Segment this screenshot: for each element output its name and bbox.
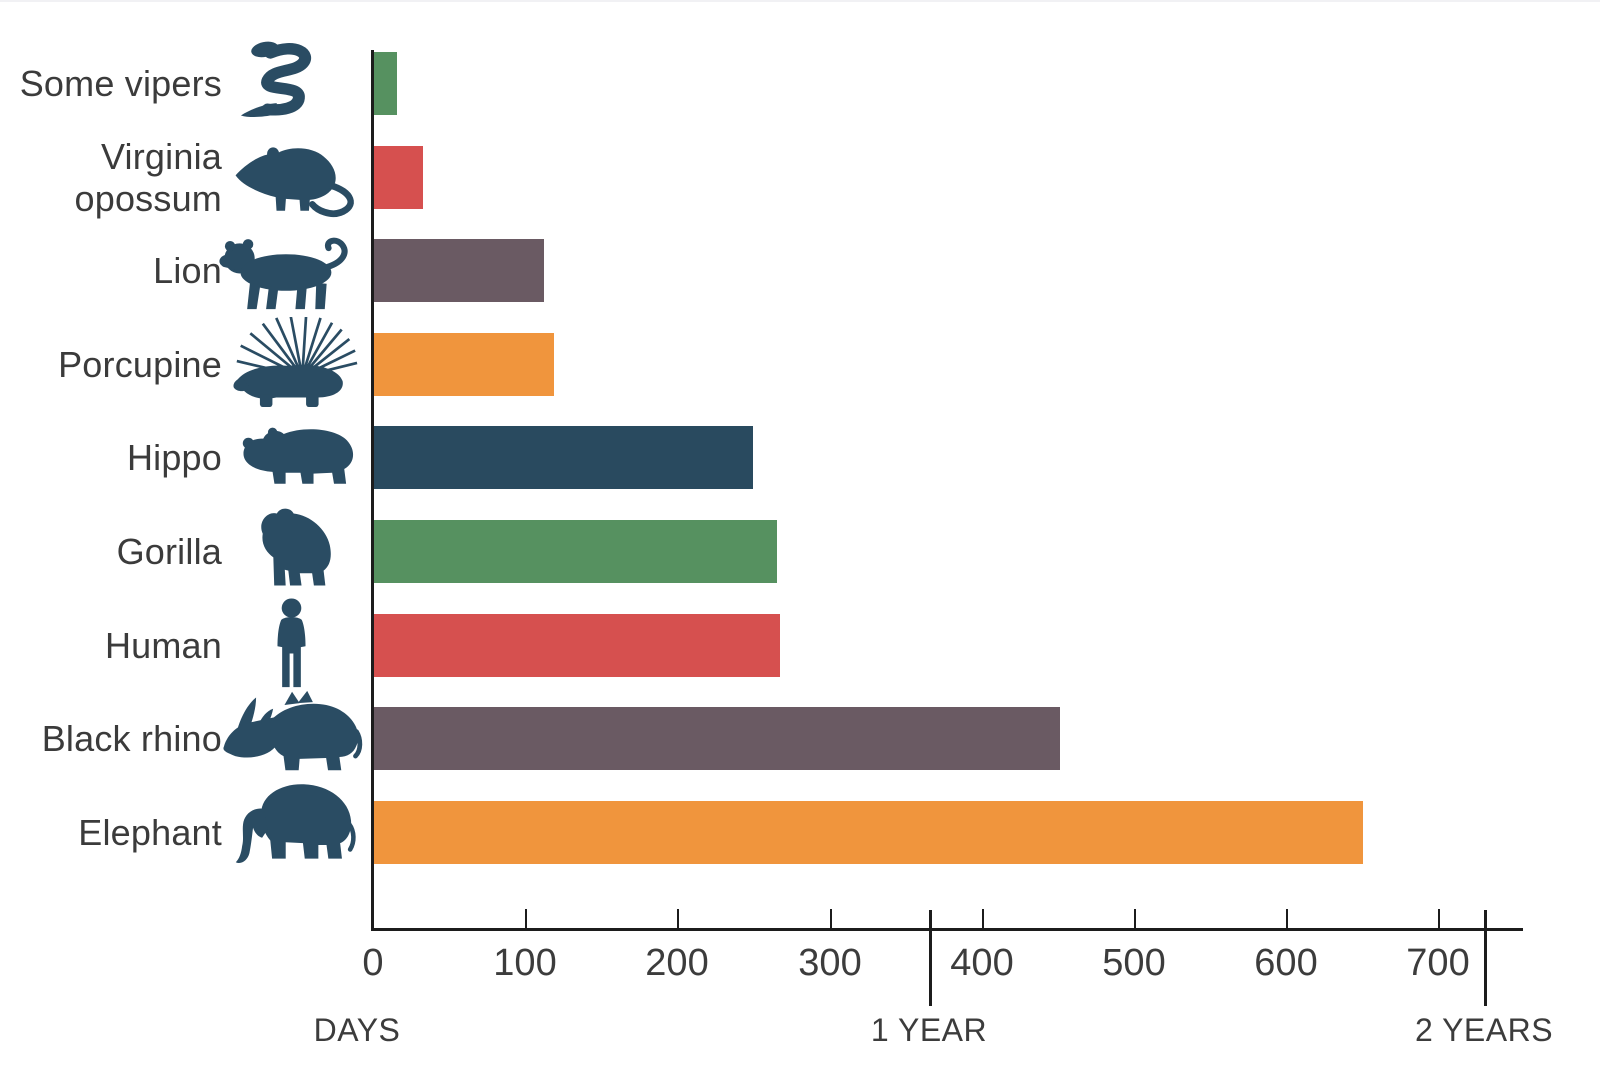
x-axis-tick-600 (1286, 909, 1288, 928)
category-label-hippo: Hippo (126, 436, 222, 478)
x-axis-tick-label-300: 300 (798, 942, 862, 984)
category-label-virginia-opossum: Virginia opossum (74, 135, 222, 219)
x-axis-tick-100 (525, 909, 527, 928)
category-label-elephant: Elephant (78, 811, 222, 853)
top-edge-divider (0, 0, 1600, 2)
bar-some-vipers (374, 52, 397, 115)
bar-lion (374, 239, 544, 302)
x-axis-tick-label-100: 100 (493, 942, 557, 984)
rhino-icon (222, 688, 364, 775)
category-label-human: Human (104, 624, 222, 666)
x-axis-tick-label-500: 500 (1102, 942, 1166, 984)
x-axis-tick-label-200: 200 (645, 942, 709, 984)
year-marker-line-1-year (929, 910, 932, 1006)
x-axis-tick-300 (830, 909, 832, 928)
category-label-some-vipers: Some vipers (19, 62, 222, 104)
bar-gorilla (374, 520, 777, 583)
bar-black-rhino (374, 707, 1060, 770)
year-marker-label-1-year: 1 YEAR (870, 1012, 988, 1048)
category-label-porcupine: Porcupine (58, 343, 222, 385)
x-axis-tick-700 (1438, 909, 1440, 928)
opossum-icon (233, 141, 361, 227)
human-icon (270, 598, 313, 689)
x-axis-unit-label: DAYS (313, 1012, 401, 1048)
hippo-icon (240, 423, 361, 493)
y-axis-line (371, 50, 374, 931)
elephant-icon (234, 777, 361, 864)
category-label-gorilla: Gorilla (116, 530, 222, 572)
bar-virginia-opossum (374, 146, 423, 209)
x-axis-line (371, 928, 1523, 931)
bar-porcupine (374, 333, 554, 396)
porcupine-icon (233, 317, 358, 408)
x-axis-tick-label-700: 700 (1406, 942, 1470, 984)
x-axis-tick-label-400: 400 (950, 942, 1014, 984)
category-label-black-rhino: Black rhino (41, 717, 222, 759)
x-axis-tick-200 (677, 909, 679, 928)
x-axis-tick-label-0: 0 (362, 942, 384, 984)
year-marker-label-2-years: 2 YEARS (1414, 1012, 1554, 1048)
lion-icon (214, 234, 356, 311)
x-axis-tick-500 (1134, 909, 1136, 928)
category-label-lion: Lion (153, 249, 222, 291)
bar-elephant (374, 801, 1363, 864)
gorilla-icon (246, 503, 343, 589)
bar-human (374, 614, 780, 677)
x-axis-tick-400 (982, 909, 984, 928)
bar-hippo (374, 426, 753, 489)
x-axis-tick-label-600: 600 (1254, 942, 1318, 984)
snake-icon (240, 38, 332, 126)
year-marker-line-2-years (1484, 910, 1487, 1006)
